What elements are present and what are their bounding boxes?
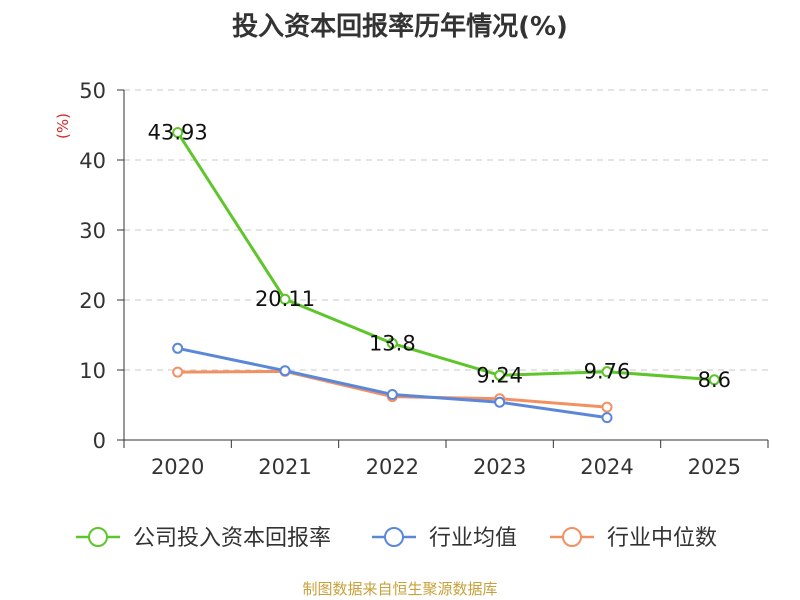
data-point-0-2021[interactable] bbox=[279, 293, 291, 305]
legend-label-1[interactable]: 行业均值 bbox=[429, 526, 517, 551]
data-point-0-2022[interactable] bbox=[386, 337, 398, 349]
data-label-2025: 8.6 bbox=[698, 368, 731, 392]
data-label-2022: 13.8 bbox=[369, 331, 416, 355]
data-source-note: 制图数据来自恒生聚源数据库 bbox=[302, 580, 498, 598]
y-tick-label: 0 bbox=[93, 429, 106, 453]
data-point-1-2024[interactable] bbox=[601, 412, 613, 424]
legend-marker-2[interactable] bbox=[562, 527, 582, 547]
series-line-0 bbox=[176, 131, 716, 382]
data-point-0-2020[interactable] bbox=[172, 126, 184, 138]
x-tick-label-2022: 2022 bbox=[366, 455, 419, 479]
data-point-1-2020[interactable] bbox=[172, 342, 184, 354]
legend-label-0[interactable]: 公司投入资本回报率 bbox=[133, 526, 331, 551]
data-point-1-2022[interactable] bbox=[386, 389, 398, 400]
y-tick-label: 40 bbox=[79, 149, 106, 173]
data-label-2024: 9.76 bbox=[584, 360, 631, 384]
legend-marker-0[interactable] bbox=[88, 527, 108, 547]
legend-marker-1[interactable] bbox=[384, 527, 404, 547]
data-label-2021: 20.11 bbox=[255, 287, 315, 311]
x-tick-label-2024: 2024 bbox=[580, 455, 633, 479]
data-label-2020: 43.93 bbox=[148, 120, 208, 144]
x-tick-label-2020: 2020 bbox=[151, 455, 204, 479]
data-label-2023: 9.24 bbox=[476, 363, 523, 387]
y-axis-label: (%) bbox=[54, 113, 72, 139]
data-point-0-2024[interactable] bbox=[601, 366, 613, 378]
legend-label-2[interactable]: 行业中位数 bbox=[607, 526, 717, 551]
y-tick-label: 20 bbox=[79, 289, 106, 313]
chart-title: 投入资本回报率历年情况(%) bbox=[232, 12, 568, 42]
data-point-0-2023[interactable] bbox=[494, 369, 506, 381]
series-line-1 bbox=[176, 346, 609, 420]
data-point-0-2025[interactable] bbox=[708, 374, 720, 386]
y-tick-label: 10 bbox=[79, 359, 106, 383]
data-point-2-2020[interactable] bbox=[172, 366, 184, 378]
data-point-2-2024[interactable] bbox=[601, 401, 613, 413]
data-point-1-2021[interactable] bbox=[279, 365, 291, 377]
x-tick-label-2025: 2025 bbox=[688, 455, 741, 479]
x-tick-label-2023: 2023 bbox=[473, 455, 526, 479]
y-tick-label: 50 bbox=[79, 79, 106, 103]
x-tick-label-2021: 2021 bbox=[258, 455, 311, 479]
data-point-1-2023[interactable] bbox=[494, 396, 506, 408]
y-tick-label: 30 bbox=[79, 219, 106, 243]
